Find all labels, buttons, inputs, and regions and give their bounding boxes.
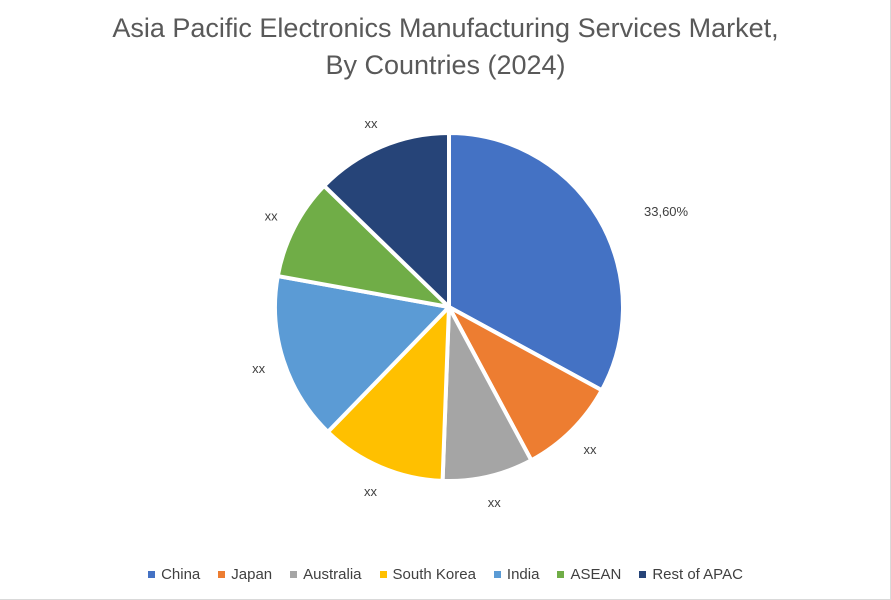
legend-item-asean: ASEAN xyxy=(557,566,621,583)
legend-swatch xyxy=(148,571,156,578)
legend-swatch xyxy=(639,571,647,578)
legend-item-india: India xyxy=(493,566,540,583)
data-label-south-korea: xx xyxy=(364,484,378,499)
legend-label: ASEAN xyxy=(570,566,622,583)
pie-slice-japan xyxy=(447,305,604,463)
data-label-asean: xx xyxy=(265,209,279,224)
pie-slice-south-korea xyxy=(325,305,451,483)
legend-label: Australia xyxy=(303,566,362,583)
chart-title-line-2: By Countries (2024) xyxy=(325,50,566,80)
legend-label: Rest of APAC xyxy=(652,566,743,583)
legend-swatch xyxy=(493,571,501,578)
data-label-rest-of-apac: xx xyxy=(365,116,379,131)
legend-label: India xyxy=(506,566,540,583)
legend-swatch xyxy=(557,571,565,578)
legend-item-japan: Japan xyxy=(218,566,272,583)
legend-swatch xyxy=(290,571,298,578)
pie-slice-rest-of-apac xyxy=(322,131,451,309)
data-label-australia: xx xyxy=(488,495,502,510)
legend-swatch xyxy=(218,571,226,578)
legend-item-south-korea: South Korea xyxy=(379,566,476,583)
pie-slice-china xyxy=(447,131,625,393)
legend-label: China xyxy=(161,566,201,583)
legend-item-rest-of-apac: Rest of APAC xyxy=(639,566,743,583)
legend-item-china: China xyxy=(148,566,200,583)
legend-swatch xyxy=(379,571,387,578)
pie-slice-india xyxy=(273,274,451,434)
chart-legend: China Japan Australia South Korea India ASEAN… xyxy=(0,566,891,583)
pie-slice-asean xyxy=(275,183,451,309)
legend-item-australia: Australia xyxy=(290,566,362,583)
legend-label: South Korea xyxy=(392,566,476,583)
data-label-japan: xx xyxy=(583,442,597,457)
chart-title-line-1: Asia Pacific Electronics Manufacturing S… xyxy=(112,13,779,43)
legend-label: Japan xyxy=(231,566,273,583)
chart-title: Asia Pacific Electronics Manufacturing S… xyxy=(0,10,891,84)
data-label-india: xx xyxy=(252,361,266,376)
data-label-china: 33,60% xyxy=(644,204,689,219)
